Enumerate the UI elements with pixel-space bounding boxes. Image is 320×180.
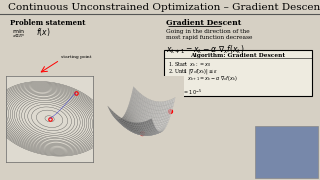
Text: $f(x)$: $f(x)$: [36, 26, 51, 38]
Text: Problem statement: Problem statement: [10, 19, 85, 27]
Text: Gradient Descent: Gradient Descent: [166, 19, 241, 27]
Text: $x_{k+1} = x_k - \alpha\ \nabla_x f(x_k)$: $x_{k+1} = x_k - \alpha\ \nabla_x f(x_k)…: [178, 74, 238, 83]
Text: Going in the direction of the: Going in the direction of the: [166, 29, 250, 34]
Text: optimum: optimum: [18, 117, 38, 121]
Text: Continuous Unconstrained Optimization – Gradient Descent: Continuous Unconstrained Optimization – …: [8, 3, 320, 12]
Text: with $\varepsilon = 10^{-5}$: with $\varepsilon = 10^{-5}$: [168, 88, 202, 97]
Text: most rapid function decrease: most rapid function decrease: [166, 35, 252, 40]
Text: $x_{k+1} = x_k - \alpha\ \nabla_x f(x_k)$: $x_{k+1} = x_k - \alpha\ \nabla_x f(x_k)…: [166, 44, 244, 57]
Text: $\min_{x \in \mathbb{R}^n}$: $\min_{x \in \mathbb{R}^n}$: [12, 27, 26, 40]
Bar: [255, 126, 318, 178]
Text: 2. Until $|\nabla_x f(x_k)| \leq \varepsilon$: 2. Until $|\nabla_x f(x_k)| \leq \vareps…: [168, 67, 218, 76]
Text: 1. Start  $x_k := x_0$: 1. Start $x_k := x_0$: [168, 60, 211, 69]
Bar: [164, 50, 312, 96]
Text: end: end: [168, 81, 182, 86]
Text: starting point: starting point: [61, 55, 92, 59]
Text: Algorithm: Gradient Descent: Algorithm: Gradient Descent: [190, 53, 285, 58]
